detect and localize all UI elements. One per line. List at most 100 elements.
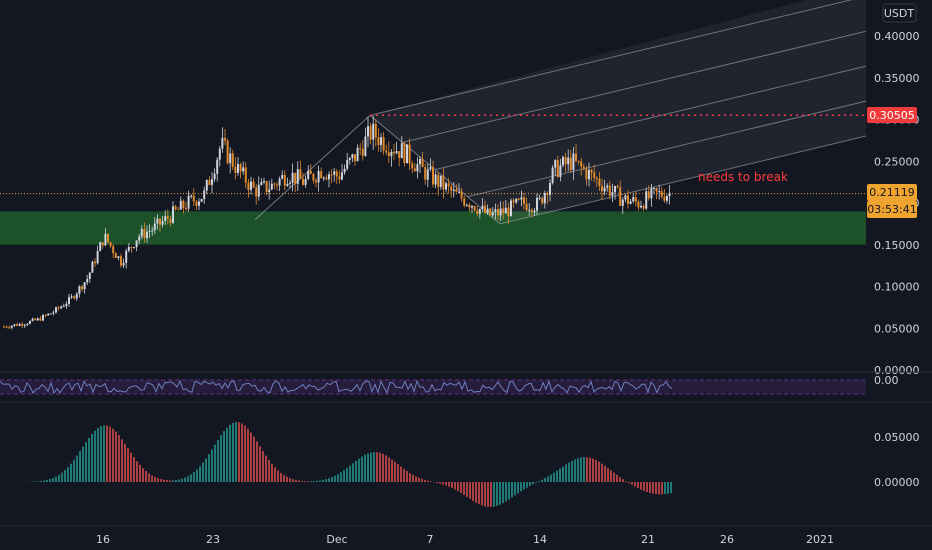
candle-body bbox=[645, 191, 648, 209]
candle-body bbox=[309, 170, 312, 174]
candle-body bbox=[468, 204, 471, 208]
candle-body bbox=[608, 185, 611, 196]
candlestick-series bbox=[3, 115, 671, 330]
candle-body bbox=[138, 236, 141, 241]
price-tick-label: 0.35000 bbox=[874, 72, 920, 85]
candle-body bbox=[70, 296, 73, 298]
candle-body bbox=[614, 186, 616, 193]
candle-body bbox=[473, 205, 476, 211]
candle-body bbox=[458, 191, 460, 193]
candle-body bbox=[190, 195, 193, 197]
candle-body bbox=[549, 183, 551, 195]
candle-body bbox=[205, 180, 208, 191]
candle-body bbox=[400, 143, 403, 159]
candle-body bbox=[429, 167, 432, 170]
candle-body bbox=[437, 174, 440, 187]
candle-body bbox=[3, 326, 5, 328]
candle-body bbox=[296, 169, 299, 184]
macd-histogram bbox=[1, 422, 672, 507]
currency-button-frame[interactable] bbox=[882, 3, 917, 23]
candle-body bbox=[580, 161, 583, 167]
candle-body bbox=[200, 198, 203, 202]
candle-body bbox=[39, 318, 42, 321]
candle-body bbox=[302, 178, 304, 185]
candle-body bbox=[559, 165, 562, 177]
candle-body bbox=[216, 159, 219, 174]
candle-body bbox=[62, 306, 65, 308]
candle-body bbox=[419, 159, 421, 165]
candle-body bbox=[291, 172, 294, 183]
candle-body bbox=[229, 153, 232, 164]
candle-body bbox=[218, 148, 221, 160]
time-tick-label: 2021 bbox=[806, 533, 834, 546]
candle-body bbox=[640, 205, 642, 208]
candle-body bbox=[424, 167, 427, 180]
candle-body bbox=[65, 303, 68, 307]
candle-body bbox=[655, 188, 658, 192]
candle-body bbox=[122, 262, 125, 266]
candle-body bbox=[569, 157, 572, 171]
candle-body bbox=[107, 233, 109, 243]
candle-body bbox=[250, 181, 252, 190]
candle-body bbox=[195, 201, 198, 206]
candle-body bbox=[595, 177, 598, 179]
candle-body bbox=[546, 193, 549, 195]
candle-body bbox=[406, 144, 408, 164]
last-price-badge: 0.21119 bbox=[869, 186, 915, 199]
candle-body bbox=[185, 208, 187, 210]
candle-body bbox=[481, 205, 484, 209]
candle-body bbox=[88, 272, 91, 279]
candle-body bbox=[403, 143, 406, 164]
currency-button[interactable]: USDT bbox=[884, 7, 915, 20]
candle-body bbox=[127, 246, 130, 251]
rsi-axis-label: 0.00 bbox=[874, 374, 899, 387]
candle-body bbox=[627, 195, 629, 204]
candle-body bbox=[390, 151, 393, 157]
candle-body bbox=[359, 147, 362, 149]
candle-body bbox=[164, 216, 167, 222]
time-tick-label: 16 bbox=[96, 533, 110, 546]
candle-body bbox=[517, 198, 520, 200]
candle-body bbox=[504, 207, 507, 214]
candle-body bbox=[455, 189, 458, 193]
time-axis[interactable]: 16 23 Dec 7 14 21 26 2021 bbox=[96, 533, 834, 546]
time-tick-label: 26 bbox=[720, 533, 734, 546]
candle-body bbox=[265, 181, 268, 193]
candle-body bbox=[413, 168, 416, 172]
candle-body bbox=[572, 153, 575, 171]
candle-body bbox=[174, 206, 177, 210]
candle-body bbox=[252, 181, 255, 188]
candle-body bbox=[226, 140, 229, 164]
candle-body bbox=[203, 190, 206, 199]
candle-body bbox=[151, 230, 154, 232]
candle-body bbox=[585, 168, 588, 180]
candle-body bbox=[234, 166, 237, 173]
candle-body bbox=[642, 205, 645, 209]
candle-body bbox=[530, 209, 533, 213]
candle-body bbox=[616, 186, 619, 188]
candle-body bbox=[377, 137, 380, 145]
candle-body bbox=[554, 160, 557, 168]
candle-body bbox=[281, 174, 284, 179]
candle-body bbox=[328, 174, 330, 180]
countdown-badge-bg bbox=[867, 201, 917, 218]
candle-body bbox=[533, 210, 536, 213]
candle-body bbox=[101, 242, 104, 246]
candle-body bbox=[507, 207, 510, 217]
candle-body bbox=[242, 167, 245, 172]
candle-body bbox=[52, 312, 55, 314]
candle-body bbox=[660, 191, 663, 197]
candle-body bbox=[13, 324, 16, 326]
candle-body bbox=[543, 193, 546, 204]
candle-body bbox=[465, 204, 468, 206]
candle-body bbox=[361, 148, 364, 156]
candle-body bbox=[29, 320, 31, 324]
candle-body bbox=[198, 201, 200, 206]
candle-body bbox=[208, 180, 211, 185]
candle-body bbox=[621, 199, 624, 206]
candle-body bbox=[588, 170, 590, 180]
candle-body bbox=[426, 169, 429, 180]
candle-body bbox=[445, 183, 447, 190]
